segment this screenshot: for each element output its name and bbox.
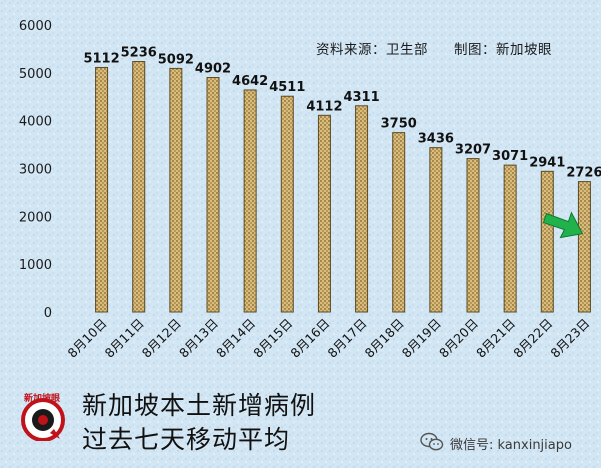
x-tick-label: 8月20日 — [436, 316, 481, 361]
data-label: 4311 — [343, 90, 379, 105]
headline-line2: 过去七天移动平均 — [82, 425, 291, 454]
y-tick-label: 0 — [44, 306, 52, 321]
data-label: 3436 — [418, 132, 454, 147]
bar — [206, 77, 220, 313]
x-tick-label: 8月19日 — [399, 316, 444, 361]
x-tick-label: 8月10日 — [65, 316, 110, 361]
y-tick-label: 5000 — [19, 67, 52, 82]
data-label: 5112 — [83, 51, 119, 66]
bar — [95, 66, 109, 313]
bar — [132, 61, 146, 313]
data-label: 2726 — [566, 166, 601, 181]
x-tick-label: 8月22日 — [510, 316, 555, 361]
data-label: 3750 — [381, 117, 417, 132]
data-source-label: 资料来源：卫生部 — [316, 42, 428, 58]
x-tick-label: 8月14日 — [213, 316, 258, 361]
x-tick-label: 8月15日 — [250, 316, 295, 361]
bar — [169, 67, 183, 313]
wechat-id: 微信号: kanxinjiapo — [450, 438, 572, 453]
data-label: 5092 — [158, 52, 194, 67]
data-label: 4642 — [232, 74, 268, 89]
bar — [317, 114, 331, 313]
y-tick-label: 2000 — [19, 210, 52, 225]
x-tick-label: 8月17日 — [325, 316, 370, 361]
data-label: 4511 — [269, 80, 305, 95]
bar — [392, 132, 406, 313]
logo-icon — [21, 398, 65, 441]
y-tick-label: 3000 — [19, 163, 52, 178]
data-label: 3071 — [492, 149, 528, 164]
bar — [355, 105, 369, 313]
data-label: 5236 — [121, 46, 157, 61]
bar — [243, 89, 257, 313]
x-tick-label: 8月18日 — [362, 316, 407, 361]
x-tick-label: 8月12日 — [139, 316, 184, 361]
logo-text: 新加坡眼 — [24, 394, 61, 404]
headline-line1: 新加坡本土新增病例 — [82, 391, 317, 420]
y-tick-label: 6000 — [19, 19, 52, 34]
x-tick-label: 8月11日 — [102, 316, 147, 361]
x-tick-label: 8月23日 — [547, 316, 592, 361]
data-label: 4902 — [195, 62, 231, 77]
y-tick-label: 1000 — [19, 258, 52, 273]
source-note: 资料来源：卫生部 制图：新加坡眼 — [316, 38, 552, 58]
made-by-label: 制图：新加坡眼 — [454, 42, 552, 58]
data-label: 3207 — [455, 143, 491, 158]
y-tick-label: 4000 — [19, 115, 52, 130]
bar — [503, 164, 517, 313]
x-tick-label: 8月13日 — [176, 316, 221, 361]
data-label: 4112 — [306, 99, 342, 114]
x-tick-label: 8月21日 — [473, 316, 518, 361]
down-arrow-icon — [542, 211, 584, 239]
bar — [540, 170, 554, 313]
data-label: 2941 — [529, 155, 565, 170]
x-tick-label: 8月16日 — [287, 316, 332, 361]
wechat-icon — [420, 432, 444, 451]
bar — [280, 95, 294, 313]
bar — [577, 181, 591, 313]
bar — [429, 147, 443, 313]
bar — [466, 158, 480, 313]
